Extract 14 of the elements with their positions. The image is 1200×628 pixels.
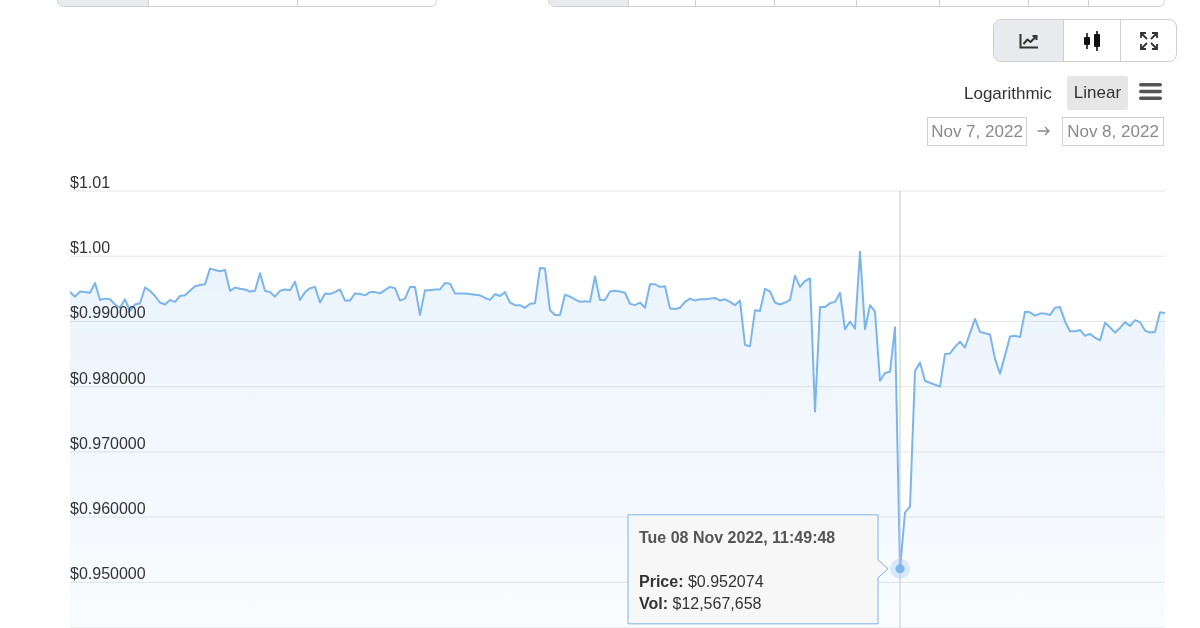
- annotation: Tue 08 Nov 2022, 11:49:48: [639, 528, 836, 546]
- y-tick-label: $0.950000: [70, 564, 146, 582]
- y-tick-label: $0.970000: [70, 434, 146, 452]
- y-tick-label: $0.990000: [70, 303, 146, 321]
- annotation: Vol: $12,567,658: [639, 594, 762, 612]
- y-tick-label: $1.01: [70, 173, 111, 191]
- y-tick-label: $1.00: [70, 238, 111, 256]
- text: Nov 8, 2022: [1067, 122, 1159, 141]
- y-tick-label: $0.960000: [70, 499, 146, 517]
- text: Nov 7, 2022: [931, 122, 1023, 141]
- text: Linear: [1073, 83, 1122, 102]
- annotation: Price: $0.952074: [639, 572, 764, 590]
- text: Logarithmic: [964, 84, 1052, 103]
- y-tick-label: $0.980000: [70, 369, 146, 387]
